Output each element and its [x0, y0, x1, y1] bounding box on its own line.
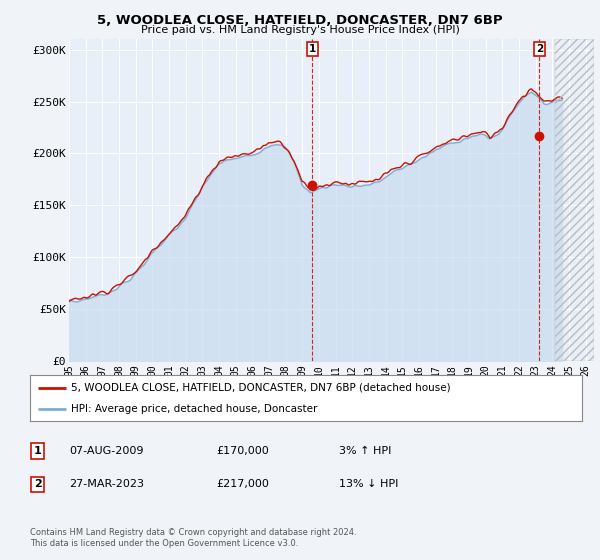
- Text: HPI: Average price, detached house, Doncaster: HPI: Average price, detached house, Donc…: [71, 404, 318, 414]
- Text: 27-MAR-2023: 27-MAR-2023: [69, 479, 144, 489]
- Text: 1: 1: [309, 44, 316, 54]
- Text: 5, WOODLEA CLOSE, HATFIELD, DONCASTER, DN7 6BP: 5, WOODLEA CLOSE, HATFIELD, DONCASTER, D…: [97, 14, 503, 27]
- Text: 13% ↓ HPI: 13% ↓ HPI: [339, 479, 398, 489]
- Text: 07-AUG-2009: 07-AUG-2009: [69, 446, 143, 456]
- Text: 2: 2: [536, 44, 543, 54]
- Text: 3% ↑ HPI: 3% ↑ HPI: [339, 446, 391, 456]
- Text: 2: 2: [34, 479, 41, 489]
- Text: 1: 1: [34, 446, 41, 456]
- Text: 5, WOODLEA CLOSE, HATFIELD, DONCASTER, DN7 6BP (detached house): 5, WOODLEA CLOSE, HATFIELD, DONCASTER, D…: [71, 382, 451, 393]
- Text: £170,000: £170,000: [216, 446, 269, 456]
- Text: Contains HM Land Registry data © Crown copyright and database right 2024.
This d: Contains HM Land Registry data © Crown c…: [30, 528, 356, 548]
- Text: £217,000: £217,000: [216, 479, 269, 489]
- Text: Price paid vs. HM Land Registry's House Price Index (HPI): Price paid vs. HM Land Registry's House …: [140, 25, 460, 35]
